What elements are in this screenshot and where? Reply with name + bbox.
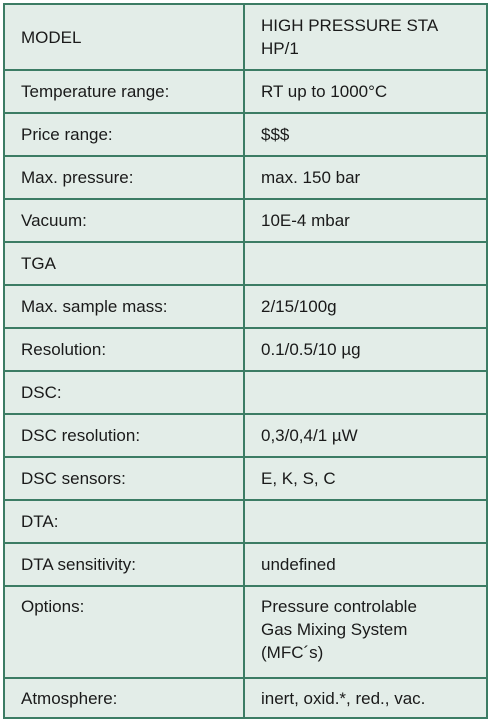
- row-label-vacuum: Vacuum:: [3, 198, 245, 243]
- table-row: Resolution: 0.1/0.5/10 µg: [3, 327, 488, 372]
- row-label-dta-sensitivity: DTA sensitivity:: [3, 542, 245, 587]
- row-label-dsc: DSC:: [3, 370, 245, 415]
- table-row: Max. sample mass: 2/15/100g: [3, 284, 488, 329]
- row-label-max-pressure: Max. pressure:: [3, 155, 245, 200]
- row-value-dsc-sensors: E, K, S, C: [243, 456, 488, 501]
- row-value-resolution: 0.1/0.5/10 µg: [243, 327, 488, 372]
- table-row: Atmosphere: inert, oxid.*, red., vac.: [3, 677, 488, 719]
- specification-table: MODEL HIGH PRESSURE STA HP/1 Temperature…: [3, 3, 488, 719]
- row-label-max-sample-mass: Max. sample mass:: [3, 284, 245, 329]
- row-value-max-sample-mass: 2/15/100g: [243, 284, 488, 329]
- row-value-model: HIGH PRESSURE STA HP/1: [243, 3, 488, 71]
- table-row: DSC:: [3, 370, 488, 415]
- table-row: Vacuum: 10E-4 mbar: [3, 198, 488, 243]
- row-value-options: Pressure controlable Gas Mixing System (…: [243, 585, 488, 679]
- table-row: TGA: [3, 241, 488, 286]
- row-value-dta: [243, 499, 488, 544]
- table-row: DSC sensors: E, K, S, C: [3, 456, 488, 501]
- table-row: Price range: $$$: [3, 112, 488, 157]
- row-label-dta: DTA:: [3, 499, 245, 544]
- row-value-price-range: $$$: [243, 112, 488, 157]
- table-row: DSC resolution: 0,3/0,4/1 µW: [3, 413, 488, 458]
- table-row: Temperature range: RT up to 1000°C: [3, 69, 488, 114]
- row-label-temperature-range: Temperature range:: [3, 69, 245, 114]
- row-label-dsc-resolution: DSC resolution:: [3, 413, 245, 458]
- table-row: MODEL HIGH PRESSURE STA HP/1: [3, 3, 488, 71]
- table-row: Options: Pressure controlable Gas Mixing…: [3, 585, 488, 679]
- table-row: DTA sensitivity: undefined: [3, 542, 488, 587]
- row-value-temperature-range: RT up to 1000°C: [243, 69, 488, 114]
- row-label-resolution: Resolution:: [3, 327, 245, 372]
- table-row: Max. pressure: max. 150 bar: [3, 155, 488, 200]
- row-label-price-range: Price range:: [3, 112, 245, 157]
- row-label-atmosphere: Atmosphere:: [3, 677, 245, 719]
- row-label-options: Options:: [3, 585, 245, 679]
- row-value-atmosphere: inert, oxid.*, red., vac.: [243, 677, 488, 719]
- row-value-dsc: [243, 370, 488, 415]
- row-value-max-pressure: max. 150 bar: [243, 155, 488, 200]
- row-value-dsc-resolution: 0,3/0,4/1 µW: [243, 413, 488, 458]
- row-value-vacuum: 10E-4 mbar: [243, 198, 488, 243]
- row-label-tga: TGA: [3, 241, 245, 286]
- row-label-model: MODEL: [3, 3, 245, 71]
- row-value-dta-sensitivity: undefined: [243, 542, 488, 587]
- row-label-dsc-sensors: DSC sensors:: [3, 456, 245, 501]
- table-row: DTA:: [3, 499, 488, 544]
- row-value-tga: [243, 241, 488, 286]
